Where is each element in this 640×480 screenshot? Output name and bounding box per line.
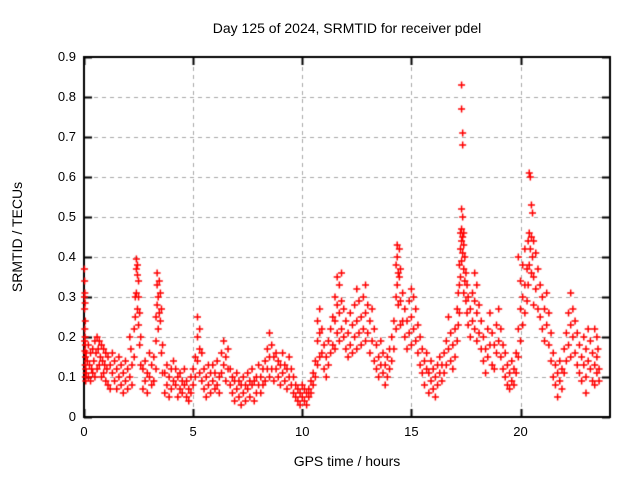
x-tick-label: 0 bbox=[80, 424, 88, 439]
x-tick-label: 15 bbox=[404, 424, 419, 439]
y-tick-label: 0.8 bbox=[57, 89, 76, 104]
y-tick-label: 0.5 bbox=[57, 209, 76, 224]
y-tick-label: 0.7 bbox=[57, 129, 76, 144]
y-tick-label: 0.3 bbox=[57, 289, 76, 304]
y-tick-label: 0.9 bbox=[57, 49, 76, 64]
x-axis-label: GPS time / hours bbox=[293, 453, 401, 469]
x-tick-label: 20 bbox=[513, 424, 528, 439]
y-tick-label: 0.2 bbox=[57, 329, 76, 344]
x-tick-label: 10 bbox=[295, 424, 310, 439]
chart-title: Day 125 of 2024, SRMTID for receiver pde… bbox=[212, 20, 482, 36]
y-tick-label: 0.6 bbox=[57, 169, 76, 184]
y-tick-label: 0 bbox=[68, 409, 76, 424]
y-tick-label: 0.1 bbox=[57, 369, 76, 384]
x-tick-label: 5 bbox=[189, 424, 197, 439]
y-tick-label: 0.4 bbox=[57, 249, 76, 264]
y-axis-label: SRMTID / TECUs bbox=[9, 181, 25, 293]
